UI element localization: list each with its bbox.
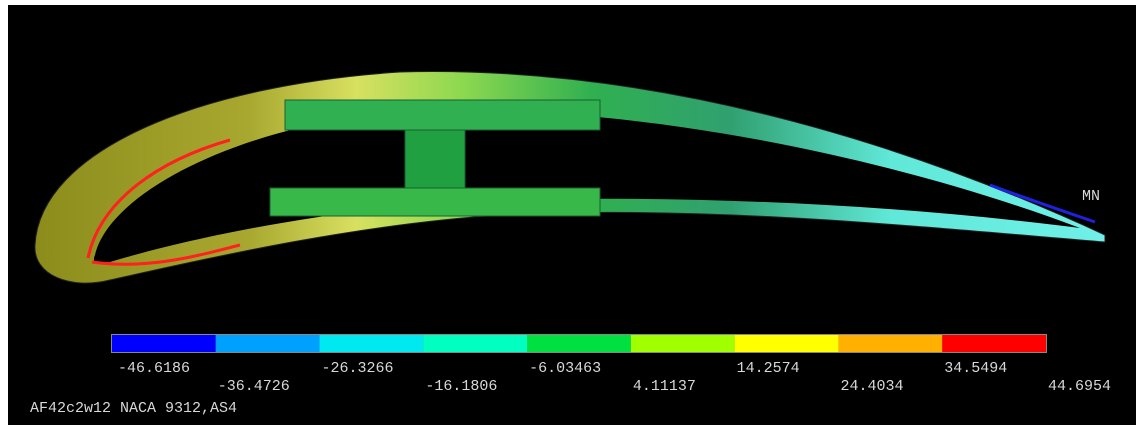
legend-label: -16.1806 [425, 378, 497, 395]
legend-swatch [631, 335, 735, 352]
spar-lower-flange [270, 188, 600, 216]
footer-label: AF42c2w12 NACA 9312,AS4 [30, 400, 237, 417]
legend-swatch [735, 335, 839, 352]
spar-web [405, 130, 465, 190]
legend-label: 34.5494 [944, 360, 1007, 377]
legend-label: -46.6186 [118, 360, 190, 377]
legend-swatch [942, 335, 1046, 352]
legend-swatch [838, 335, 942, 352]
legend-swatch [527, 335, 631, 352]
legend-swatch [216, 335, 320, 352]
legend-label: 44.6954 [1048, 378, 1111, 395]
legend-swatch [320, 335, 424, 352]
legend-label: -6.03463 [529, 360, 601, 377]
legend-label: -36.4726 [218, 378, 290, 395]
legend-swatch [112, 335, 216, 352]
legend-label: 24.4034 [840, 378, 903, 395]
legend-swatch [423, 335, 527, 352]
legend-label: -26.3266 [322, 360, 394, 377]
viewport: MN -46.6186 -36.4726 -26.3266 -16.1806 -6.03… [0, 0, 1144, 430]
legend-label: 4.11137 [633, 378, 696, 395]
legend-label: 14.2574 [737, 360, 800, 377]
marker-label: MN [1082, 188, 1100, 205]
spar-upper-flange [285, 100, 600, 130]
page: {"legend": {"values": [-46.6186, -36.472… [0, 0, 1144, 430]
